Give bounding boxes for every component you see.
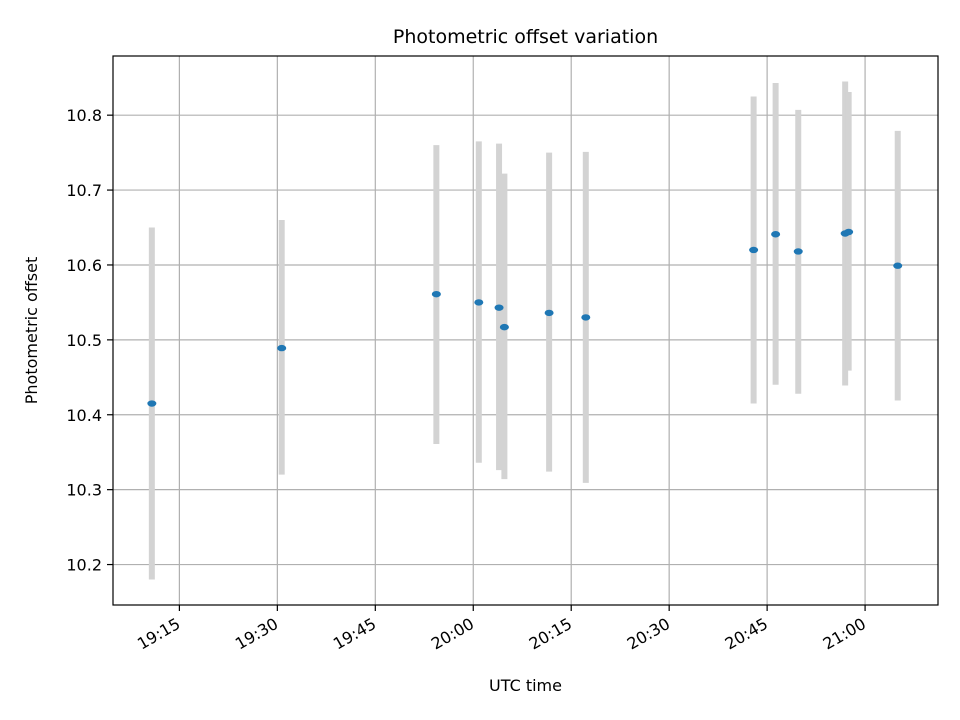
y-tick-label: 10.8 [66,106,102,125]
data-point [893,262,903,269]
x-axis-label: UTC time [489,676,562,695]
data-point [147,400,157,407]
y-axis-label: Photometric offset [22,257,41,405]
data-points [147,228,903,407]
data-point [793,248,803,255]
data-point [581,314,591,321]
chart-title: Photometric offset variation [393,26,658,48]
data-point [499,323,509,331]
y-tick-label: 10.6 [66,256,102,275]
data-point [431,290,441,298]
y-tick-label: 10.5 [66,331,102,350]
data-point [544,309,554,317]
plot-frame [112,55,939,606]
y-tick-label: 10.7 [66,181,102,200]
y-tick-label: 10.2 [66,556,102,575]
data-point [277,344,287,352]
data-point [844,228,854,236]
data-point [494,304,504,311]
data-point [749,246,759,254]
y-tick-label: 10.3 [66,481,102,500]
data-point [474,299,484,306]
y-tick-label: 10.4 [66,406,102,425]
grid [113,56,938,605]
data-point [771,231,781,238]
